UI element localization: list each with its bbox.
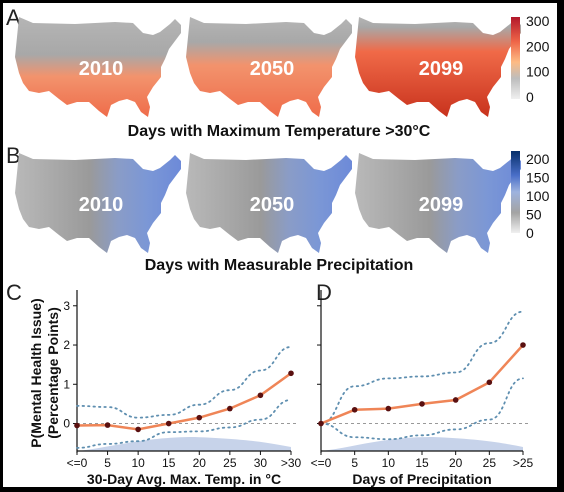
- panel-a-map-label-2010: 2010: [79, 58, 124, 80]
- chart-c-x-tick-label: 25: [223, 456, 237, 470]
- y-axis-label-line-2: (Percentage Points): [45, 307, 61, 438]
- chart-c-y-tick-label: 2: [63, 338, 70, 352]
- chart-c-point: [74, 422, 80, 429]
- chart-d-x-tick-label: 5: [351, 456, 358, 470]
- chart-c-y-tick-label: 0: [63, 417, 70, 431]
- colorbar-tick: 200: [526, 151, 550, 167]
- panel-b-letter: B: [6, 143, 21, 168]
- figure: A 2010 2050 2099 300 200 100 0 Days with Maxi…: [3, 3, 557, 487]
- panel-b-map-2010: 2010: [15, 153, 181, 253]
- chart-c-point: [227, 405, 233, 412]
- panel-a-map-2050: 2050: [186, 17, 352, 117]
- panel-a-maps: 2010 2050 2099: [15, 17, 521, 117]
- chart-d-x-tick-label: 15: [415, 456, 429, 470]
- panel-a-colorbar-ticks: 300 200 100 0: [526, 13, 550, 105]
- panel-c-letter: C: [6, 280, 22, 305]
- panel-b-maps: 2010 2050 2099: [15, 153, 521, 253]
- chart-c-x-tick-label: 15: [162, 456, 176, 470]
- chart-d-ci-upper: [320, 310, 524, 425]
- colorbar-tick: 200: [526, 38, 550, 54]
- chart-c-x-axis-label: 30-Day Avg. Max. Temp. in °C: [87, 471, 281, 487]
- colorbar-tick: 50: [526, 207, 542, 223]
- colorbar-tick: 0: [526, 225, 534, 241]
- panel-a-title: Days with Maximum Temperature >30°C: [128, 123, 431, 140]
- colorbar-tick: 150: [526, 170, 550, 186]
- chart-c-x-tick-label: >30: [281, 456, 302, 470]
- panel-b-colorbar-ticks: 200 150 100 50 0: [526, 151, 550, 241]
- colorbar-tick: 100: [526, 188, 550, 204]
- chart-c-x-tick-label: <=0: [67, 456, 88, 470]
- chart-d-x-tick-label: 10: [382, 456, 396, 470]
- chart-d-point: [452, 397, 459, 403]
- panel-d-letter: D: [316, 280, 332, 305]
- chart-d-point: [318, 420, 324, 427]
- panel-a-letter: A: [6, 5, 21, 30]
- chart-c-y-tick-label: 1: [63, 377, 70, 391]
- chart-c-point: [104, 422, 111, 428]
- chart-c-point: [135, 426, 141, 433]
- colorbar-tick: 0: [526, 89, 534, 105]
- panel-b-title: Days with Measurable Precipitation: [145, 257, 414, 274]
- panel-a-map-2010: 2010: [15, 17, 181, 117]
- chart-d-x-axis-label: Days of Precipitation: [352, 471, 491, 487]
- panel-b-map-2099: 2099: [355, 153, 521, 253]
- chart-d-x-tick-label: >25: [513, 456, 534, 470]
- chart-c-y-tick-label: 3: [63, 299, 70, 313]
- chart-c-estimate-line: [76, 372, 292, 431]
- chart-d-point: [520, 342, 526, 348]
- chart-c-x-tick-label: 20: [193, 456, 207, 470]
- chart-c-point: [288, 370, 294, 377]
- chart-c-point: [257, 392, 264, 399]
- chart-c-point: [196, 414, 203, 421]
- chart-d-point: [385, 405, 392, 412]
- chart-d-point: [351, 406, 358, 413]
- chart-d: <=0 5 10 15 20 25 >25 Days of Precipitation: [311, 290, 534, 487]
- chart-d-x-tick-label: 20: [449, 456, 463, 470]
- chart-d-point: [486, 379, 493, 386]
- panel-b-colorbar: [511, 151, 520, 233]
- y-axis-label-line-1: P(Mental Health Issue): [28, 298, 44, 447]
- panel-a-colorbar: [511, 17, 520, 99]
- panel-b-map-label-2099: 2099: [419, 194, 464, 216]
- chart-c-point: [165, 420, 172, 427]
- panel-a-map-label-2050: 2050: [250, 58, 295, 80]
- chart-c-ci-upper: [76, 346, 292, 419]
- chart-d-point: [419, 401, 425, 407]
- chart-c-density: [77, 437, 291, 451]
- colorbar-tick: 300: [526, 13, 550, 29]
- chart-d-x-tick-label: <=0: [311, 456, 332, 470]
- chart-d-estimate-line: [320, 344, 524, 425]
- chart-c-x-tick-label: 10: [131, 456, 145, 470]
- chart-c-x-tick-label: 5: [104, 456, 111, 470]
- panel-b-map-2050: 2050: [186, 153, 352, 253]
- chart-d-ci-lower: [320, 377, 524, 441]
- chart-d-x-tick-label: 25: [483, 456, 497, 470]
- colorbar-tick: 100: [526, 64, 550, 80]
- chart-c-ci-lower: [76, 399, 292, 449]
- chart-c-x-tick-label: 30: [254, 456, 268, 470]
- panel-b-map-label-2050: 2050: [250, 194, 295, 216]
- panel-a-map-2099: 2099: [355, 17, 521, 117]
- panel-a-map-label-2099: 2099: [419, 58, 464, 80]
- panel-b-map-label-2010: 2010: [79, 194, 124, 216]
- chart-d-density: [321, 437, 523, 451]
